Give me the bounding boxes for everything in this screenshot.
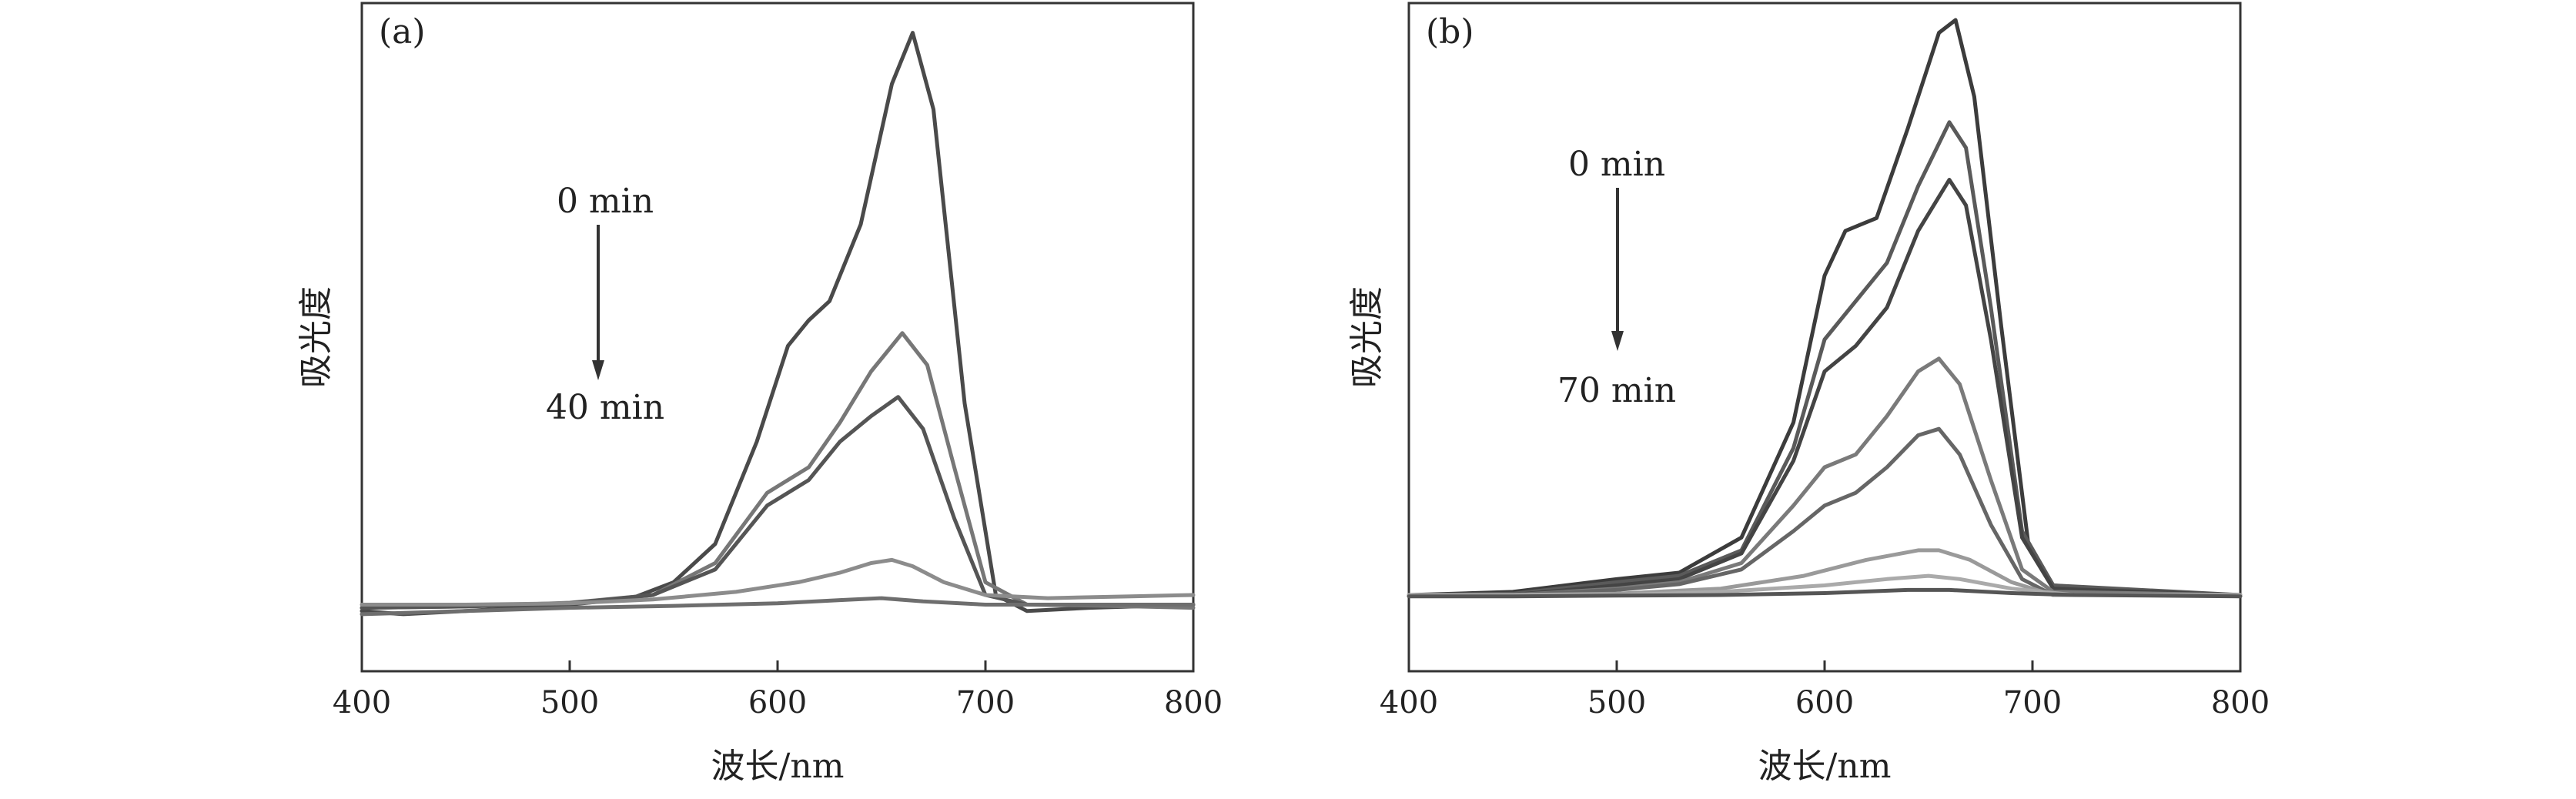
series-group-b [1407, 18, 2243, 599]
spectrum-line-5 [360, 596, 1196, 617]
y-axis-label-b: 吸光度 [1347, 286, 1387, 388]
x-ticks-a: 400 500 600 700 800 [333, 660, 1223, 720]
x-tick-label: 400 [1380, 685, 1438, 720]
x-tick-label: 700 [956, 685, 1015, 720]
spectrum-line-3 [1407, 178, 2243, 597]
spectrum-line-2 [1407, 120, 2243, 597]
annotation-start-b: 0 min [1568, 145, 1665, 184]
x-axis-label-a: 波长/nm [711, 747, 845, 786]
panel-b: (b) 0 min 70 min 400 500 600 700 800 波长/nm 吸… [1347, 2, 2270, 786]
x-tick-label: 600 [1795, 685, 1854, 720]
x-tick-label: 800 [1164, 685, 1223, 720]
panel-a: (a) 0 min 40 min 400 500 600 700 800 波长/nm 吸… [296, 2, 1223, 786]
annotation-start-a: 0 min [557, 182, 654, 221]
x-tick-label: 400 [333, 685, 391, 720]
x-tick-label: 700 [2003, 685, 2062, 720]
series-group-a [360, 31, 1196, 617]
time-arrow-head-b [1611, 331, 1624, 351]
panel-label-b: (b) [1426, 12, 1474, 52]
plot-frame-a [360, 2, 1195, 673]
spectrum-line-1 [1407, 18, 2243, 597]
x-ticks-b: 400 500 600 700 800 [1380, 660, 2270, 720]
spectrum-line-5 [1407, 426, 2243, 597]
annotation-end-b: 70 min [1557, 371, 1676, 410]
spectrum-line-8 [1407, 587, 2243, 599]
x-tick-label: 800 [2211, 685, 2270, 720]
time-arrow-head-a [592, 360, 604, 380]
panel-label-a: (a) [379, 12, 426, 52]
x-tick-label: 600 [748, 685, 807, 720]
spectrum-line-1 [360, 31, 1196, 617]
spectrum-line-4 [1407, 356, 2243, 597]
x-tick-label: 500 [540, 685, 599, 720]
spectrum-line-3 [360, 395, 1196, 610]
y-axis-label-a: 吸光度 [296, 286, 336, 388]
x-axis-label-b: 波长/nm [1758, 747, 1892, 786]
x-tick-label: 500 [1587, 685, 1646, 720]
annotation-end-a: 40 min [546, 388, 664, 427]
spectrum-line-4 [360, 557, 1196, 607]
